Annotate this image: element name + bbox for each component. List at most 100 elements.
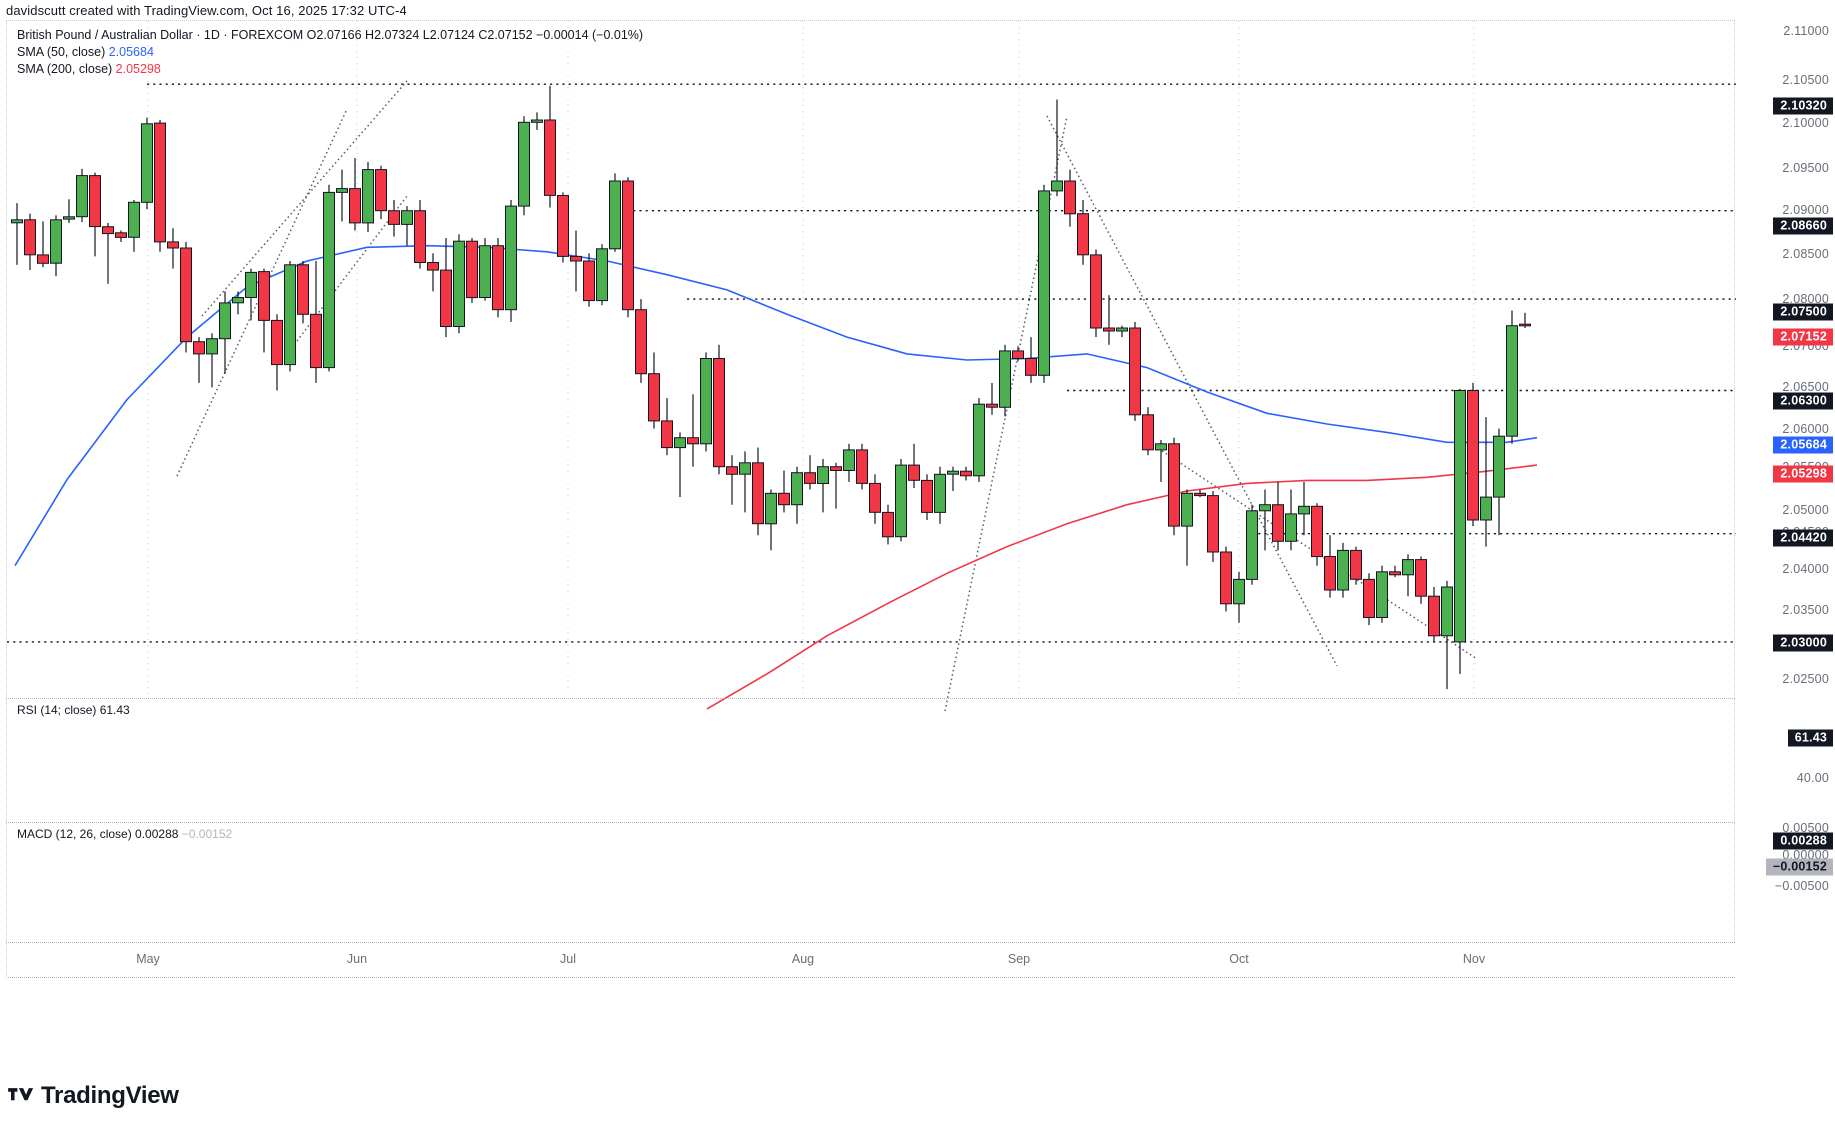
candle-body — [830, 466, 842, 472]
time-axis-label: Aug — [791, 952, 815, 966]
candle — [76, 168, 88, 223]
candle-body — [531, 119, 543, 123]
candle-body — [1480, 496, 1492, 521]
candle-body — [297, 264, 309, 315]
candle — [1363, 573, 1375, 626]
price-pane[interactable]: British Pound / Australian Dollar · 1D ·… — [6, 20, 1736, 712]
candle-body — [76, 175, 88, 218]
candle — [843, 443, 855, 482]
candle — [1415, 556, 1427, 604]
candle — [492, 238, 504, 318]
candle — [1064, 169, 1076, 227]
candle — [752, 447, 764, 536]
price-axis-tick: 2.02500 — [1782, 672, 1829, 686]
candle — [180, 241, 192, 353]
candle — [154, 120, 166, 252]
candle-body — [765, 492, 777, 525]
candle — [1350, 546, 1362, 585]
candle-body — [1376, 571, 1388, 618]
candle-body — [583, 260, 595, 302]
candle-body — [739, 462, 751, 475]
candle — [1324, 535, 1336, 598]
candle — [453, 234, 465, 334]
candle — [1051, 99, 1063, 197]
candle-body — [869, 482, 881, 513]
candle — [24, 213, 36, 271]
candle — [115, 230, 127, 242]
candle — [661, 398, 673, 456]
macd-pane[interactable]: MACD (12, 26, close) 0.00288 −0.00152 — [6, 822, 1735, 942]
candle — [1142, 407, 1154, 456]
candle-body — [284, 264, 296, 366]
candle-body — [427, 262, 439, 271]
candle-body — [999, 350, 1011, 408]
sma200-line — [706, 464, 1538, 710]
candle — [817, 459, 829, 513]
candle — [1441, 580, 1453, 690]
candle — [960, 466, 972, 481]
candle — [193, 337, 205, 383]
candle-body — [258, 271, 270, 321]
candle-body — [1441, 586, 1453, 637]
rsi-pane[interactable]: RSI (14; close) 61.43 — [6, 698, 1735, 822]
candle-body — [1519, 323, 1531, 327]
candle-body — [505, 205, 517, 311]
candlestick-series — [11, 85, 1531, 690]
candle-body — [518, 121, 530, 207]
price-axis-tick: 2.09500 — [1782, 161, 1829, 175]
candle — [713, 344, 725, 475]
candle — [11, 203, 23, 265]
candle-body — [908, 464, 920, 481]
candle — [89, 172, 101, 257]
candle-body — [271, 319, 283, 366]
candle — [505, 200, 517, 322]
candle — [362, 161, 374, 232]
candle-body — [1285, 513, 1297, 542]
candle-body — [1337, 549, 1349, 591]
tradingview-logo: TradingView — [8, 1082, 179, 1110]
price-axis-tick: 2.06500 — [1782, 380, 1829, 394]
candle — [1077, 200, 1089, 265]
candle-body — [635, 309, 647, 375]
trendlines — [176, 80, 1478, 712]
horizontal-level-lines — [7, 83, 1736, 643]
candle-body — [817, 466, 829, 485]
candle-body — [1259, 504, 1271, 512]
candle-body — [245, 271, 257, 298]
price-axis-tick: 2.09000 — [1782, 203, 1829, 217]
candle — [1454, 388, 1466, 674]
candle-body — [154, 122, 166, 243]
time-axis[interactable]: May Jun Jul Aug Sep Oct Nov — [6, 942, 1735, 978]
candle-body — [1298, 505, 1310, 515]
candle-body — [1181, 492, 1193, 527]
candle — [206, 333, 218, 388]
candle-body — [37, 254, 49, 264]
candle-body — [726, 466, 738, 475]
candle — [1389, 565, 1401, 578]
candle-body — [1051, 180, 1063, 192]
candle — [1480, 417, 1492, 547]
candle — [986, 382, 998, 415]
candle — [622, 177, 634, 318]
candle — [1090, 249, 1102, 338]
candle-body — [414, 210, 426, 263]
candle — [128, 200, 140, 252]
macd-axis-tick: −0.00500 — [1774, 879, 1829, 893]
price-axis[interactable]: 2.11000 2.10500 2.10000 2.09500 2.09000 2.085… — [1736, 20, 1835, 1110]
candle — [1207, 491, 1219, 562]
candle-body — [947, 470, 959, 475]
candle-body — [973, 403, 985, 477]
candle-body — [362, 169, 374, 224]
candle — [245, 268, 257, 321]
candle-body — [1350, 549, 1362, 580]
candle-body — [687, 437, 699, 445]
candle — [271, 314, 283, 391]
candle-body — [206, 338, 218, 355]
candle — [1519, 312, 1531, 328]
candle-body — [375, 169, 387, 212]
candle-body — [1220, 551, 1232, 605]
candle — [466, 238, 478, 303]
rsi-axis-tag: 61.43 — [1787, 729, 1833, 747]
candle — [544, 85, 556, 208]
